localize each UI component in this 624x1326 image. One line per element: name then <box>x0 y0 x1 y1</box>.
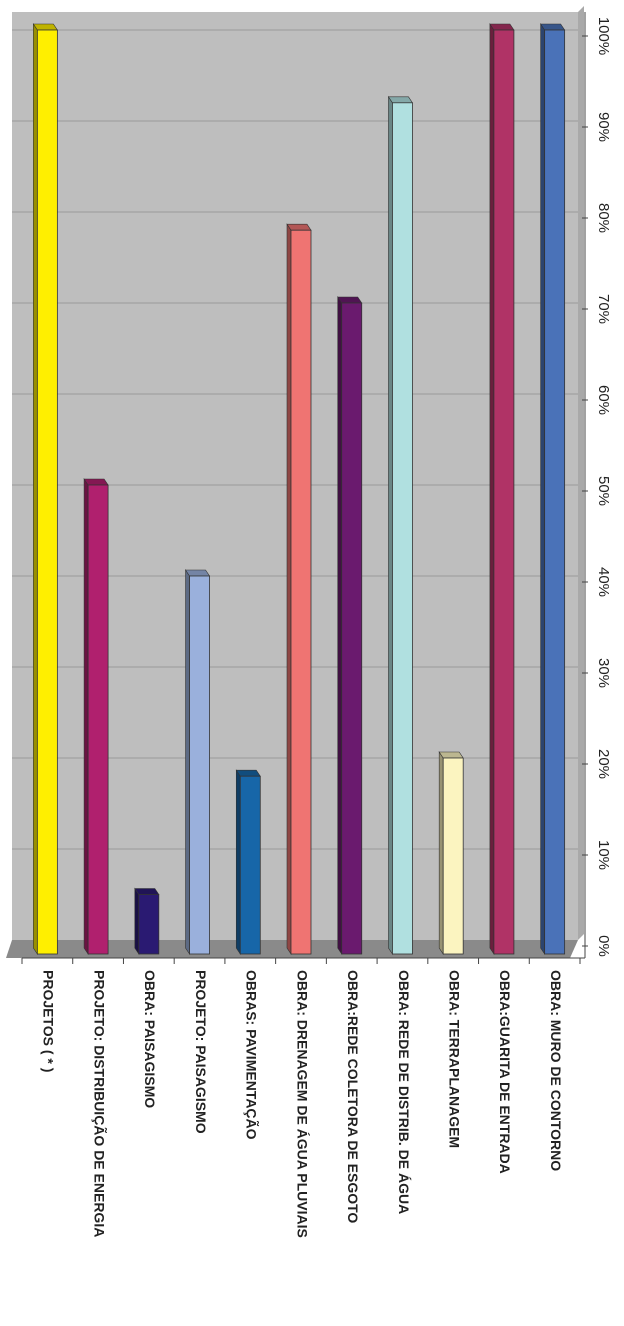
category-label: PROJETOS ( * ) <box>41 970 57 1072</box>
bar-top <box>184 569 211 577</box>
category-labels: PROJETOS ( * ) PROJETO: DISTRIBUIÇÃO DE E… <box>41 970 564 1238</box>
bar-side <box>540 23 545 955</box>
bar <box>87 484 109 955</box>
bar <box>36 29 58 955</box>
value-tick-label: 90% <box>595 112 612 142</box>
bar-top <box>337 296 363 304</box>
value-tick-label: 50% <box>595 476 612 506</box>
value-tick-label: 80% <box>595 203 612 233</box>
category-label: OBRA:REDE COLETORA DE ESGOTO <box>345 970 361 1223</box>
bar <box>290 229 312 955</box>
bar-top <box>134 888 160 895</box>
bar-side <box>33 23 38 955</box>
bar-top <box>286 223 312 231</box>
value-tick-label: 60% <box>595 385 612 415</box>
bar <box>442 757 464 955</box>
side-wall <box>578 6 584 940</box>
bar <box>341 302 363 955</box>
category-label: OBRA:GUARITA DE ENTRADA <box>497 970 513 1174</box>
bar <box>189 575 210 955</box>
category-label: OBRA: REDE DE DISTRIB. DE ÁGUA <box>396 970 412 1214</box>
bar-top <box>387 96 414 104</box>
bar-side <box>438 751 444 955</box>
bar-side <box>134 887 140 955</box>
bar-top <box>489 23 515 31</box>
bar <box>493 29 515 955</box>
bar-top <box>32 23 58 31</box>
value-tick-label: 0% <box>595 935 612 957</box>
bar-side <box>185 569 190 955</box>
value-tick-label: 30% <box>595 658 612 688</box>
bar-top <box>235 769 261 777</box>
category-label: OBRA: PAISAGISMO <box>142 970 158 1108</box>
bar-side <box>83 478 89 955</box>
value-axis-ticks: 0% 10% 20% 30% 40% 50% 60% 70% 80% 90% 100% <box>21 12 612 964</box>
bar <box>544 29 566 955</box>
bar-side <box>388 95 393 955</box>
value-tick-label: 10% <box>595 840 612 870</box>
bar-top <box>83 478 109 486</box>
value-tick-label: 20% <box>595 749 612 779</box>
category-label: OBRA: TERRAPLANAGEM <box>446 970 462 1148</box>
bar-side <box>489 23 495 955</box>
bar-side <box>286 223 292 955</box>
bar <box>138 894 160 955</box>
category-label: PROJETO: PAISAGISMO <box>193 970 209 1134</box>
bar-top <box>438 751 464 759</box>
bar <box>239 775 261 955</box>
bars <box>32 23 566 955</box>
bar-side <box>337 296 343 955</box>
category-label: OBRA: MURO DE CONTORNO <box>548 970 564 1171</box>
category-label: OBRA: DRENAGEM DE ÁGUA PLUVIAIS <box>294 970 310 1238</box>
bar-side <box>235 769 241 955</box>
bar-top <box>540 23 566 31</box>
value-tick-label: 70% <box>595 294 612 324</box>
category-label: PROJETO: DISTRIBUIÇÃO DE ENERGIA <box>91 970 108 1237</box>
bar <box>392 102 413 955</box>
value-tick-label: 100% <box>595 17 612 55</box>
value-tick-label: 40% <box>595 567 612 597</box>
category-label: OBRAS: PAVIMENTAÇÃO <box>244 970 261 1140</box>
